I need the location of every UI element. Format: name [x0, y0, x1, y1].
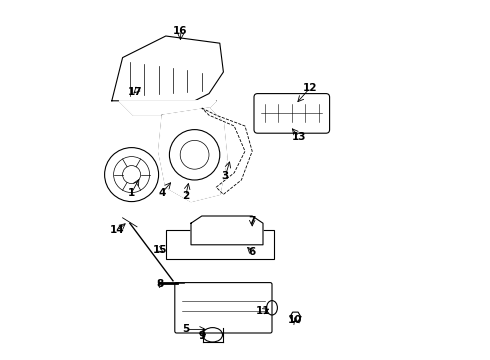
Text: 9: 9: [198, 330, 205, 341]
Text: 5: 5: [182, 324, 189, 334]
FancyBboxPatch shape: [254, 94, 330, 133]
Text: 15: 15: [153, 245, 168, 255]
Text: 16: 16: [173, 26, 188, 36]
Text: 2: 2: [182, 191, 189, 201]
Polygon shape: [191, 216, 263, 245]
Text: 8: 8: [157, 279, 164, 289]
FancyBboxPatch shape: [175, 283, 272, 333]
Text: 17: 17: [128, 87, 143, 97]
Text: 10: 10: [288, 315, 303, 325]
Polygon shape: [119, 101, 216, 115]
Text: 1: 1: [128, 188, 135, 198]
Text: 11: 11: [256, 306, 270, 316]
Text: 3: 3: [221, 171, 229, 181]
Text: 6: 6: [248, 247, 256, 257]
Bar: [166, 230, 274, 259]
Text: 4: 4: [158, 188, 166, 198]
Text: 7: 7: [248, 216, 256, 226]
Text: 12: 12: [302, 83, 317, 93]
Polygon shape: [159, 108, 227, 202]
Text: 14: 14: [110, 225, 124, 235]
Text: 13: 13: [292, 132, 306, 142]
